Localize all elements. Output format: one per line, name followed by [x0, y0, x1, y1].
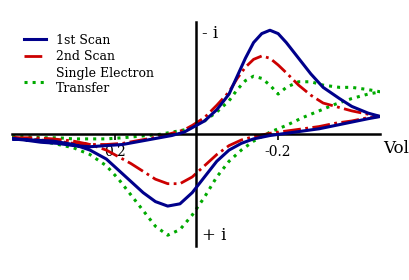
Text: - i: - i [202, 25, 218, 42]
Text: Voltage: Voltage [383, 140, 409, 157]
Legend: 1st Scan, 2nd Scan, Single Electron
Transfer: 1st Scan, 2nd Scan, Single Electron Tran… [18, 29, 159, 100]
Text: + i: + i [202, 227, 226, 244]
